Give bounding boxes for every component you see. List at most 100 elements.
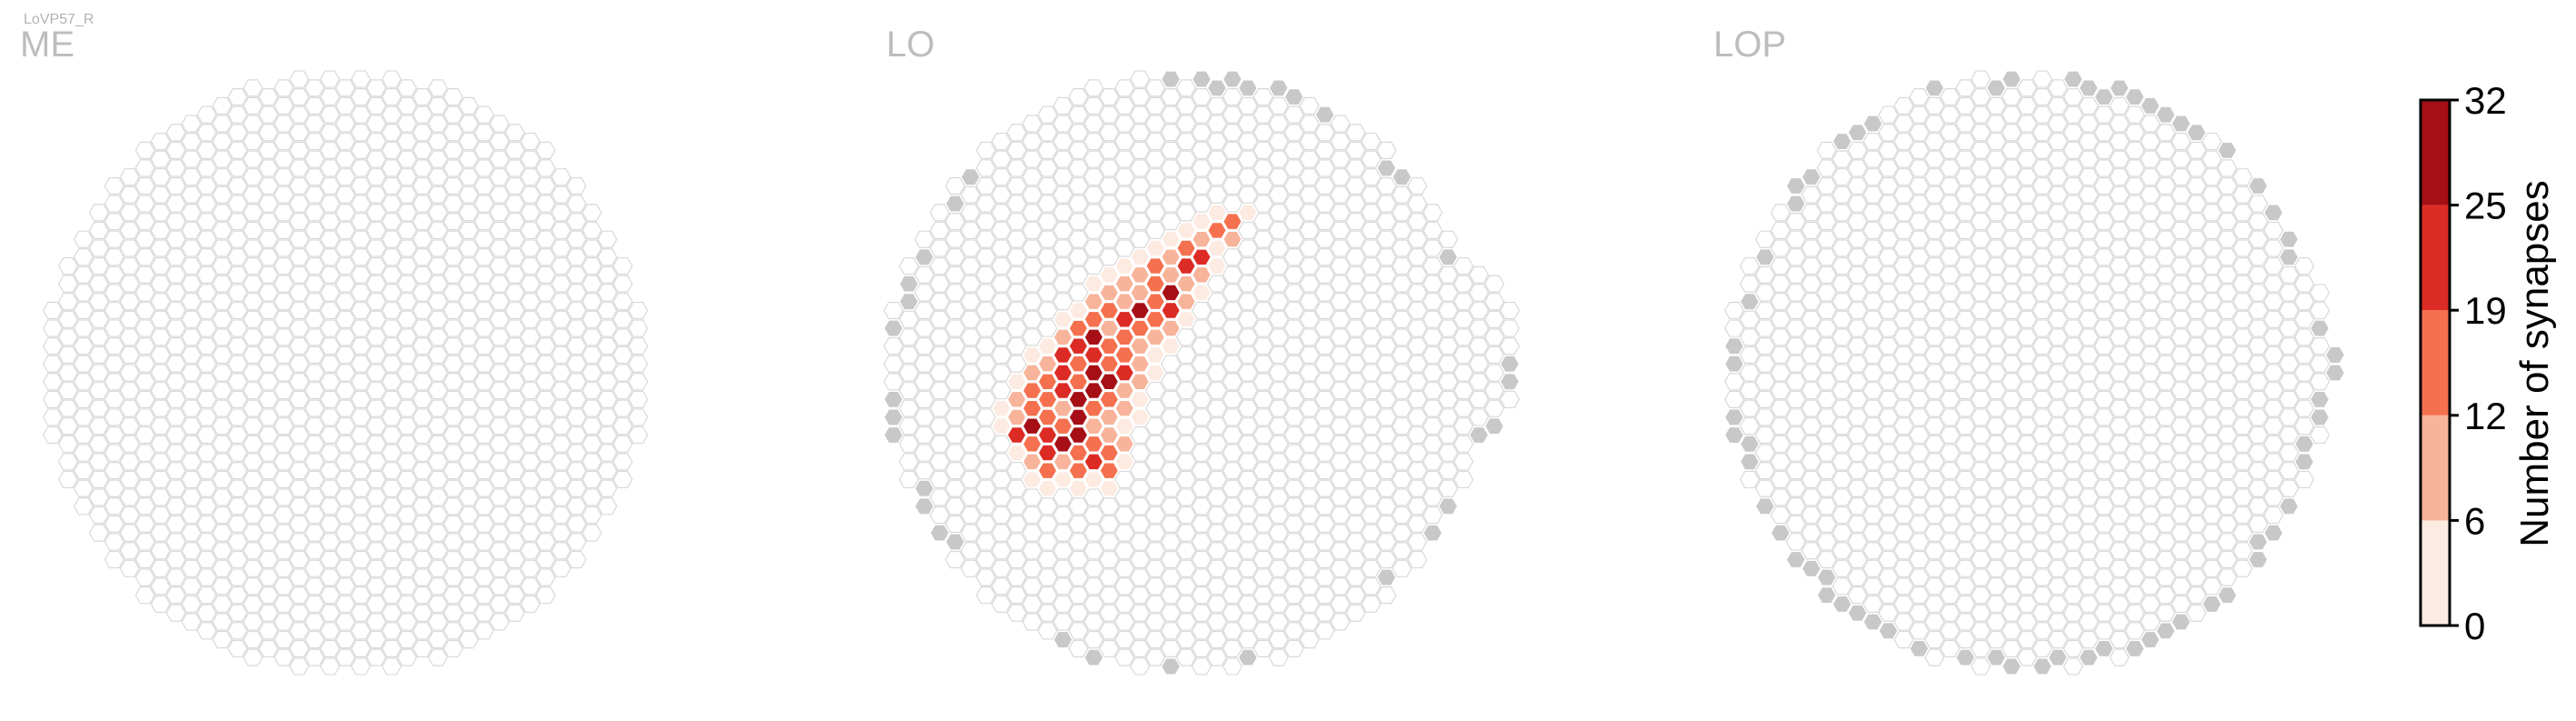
hex-cell [1175, 364, 1197, 382]
hex-cell [1206, 470, 1227, 489]
hex-cell [1893, 470, 1914, 489]
hex-cell [227, 426, 248, 445]
hex-cell-synapse [1175, 292, 1197, 311]
hex-cell [2062, 639, 2083, 657]
hex-cell [1206, 345, 1227, 365]
hex-cell [1330, 595, 1351, 614]
hex-cell [613, 453, 634, 471]
hex-cell [258, 230, 279, 248]
hex-cell [1206, 595, 1227, 614]
hex-cell [289, 159, 310, 177]
hex-cell [1268, 221, 1289, 240]
hex-cell [1832, 470, 1852, 489]
hex-cell [2093, 230, 2114, 248]
colorbar-frame [2419, 98, 2451, 627]
hex-cell [1971, 141, 1992, 159]
hex-cell [1878, 604, 1899, 622]
hex-cell [535, 586, 556, 605]
hex-cell [1878, 444, 1899, 462]
hex-cell [914, 230, 934, 248]
hex-cell [551, 470, 572, 489]
hex-cell [1832, 364, 1852, 382]
hex-cell [944, 337, 965, 355]
hex-cell [489, 328, 510, 346]
hex-cell [381, 639, 402, 657]
hex-cell [1407, 550, 1428, 569]
hex-cell [1222, 265, 1243, 284]
hex-cell [474, 533, 494, 551]
hex-cell [1253, 479, 1273, 497]
hex-cell [1801, 345, 1822, 365]
hex-cell [350, 639, 372, 657]
hex-cell [1955, 630, 1976, 649]
hex-cell [1222, 479, 1243, 497]
hex-cell [319, 284, 341, 302]
hex-cell [1330, 239, 1351, 257]
hex-cell [1971, 105, 1992, 124]
hex-cell [2248, 408, 2269, 426]
hex-cell [975, 426, 996, 445]
hex-cell [212, 364, 233, 382]
hex-cell [1862, 310, 1883, 328]
hex-cell [2016, 399, 2038, 417]
hex-cell [396, 256, 417, 275]
hex-cell [1237, 150, 1258, 168]
hex-cell [350, 301, 372, 320]
hex-cell-synapse [1006, 444, 1027, 462]
hex-cell [88, 506, 109, 525]
hex-cell [365, 115, 386, 133]
hex-cell [1986, 221, 2007, 240]
hex-cell [2001, 462, 2022, 480]
hex-cell-synapse [1068, 355, 1089, 374]
hex-cell [914, 373, 934, 391]
hex-cell-synapse [1113, 292, 1135, 311]
hex-cell [535, 373, 556, 391]
hex-cell [2171, 399, 2192, 417]
hex-cell [1237, 345, 1258, 365]
hex-cell [1314, 568, 1335, 586]
hex-cell-synapse [1144, 256, 1166, 275]
hex-cell [2217, 159, 2238, 177]
hex-cell [1407, 515, 1428, 533]
hex-cell [2186, 284, 2207, 302]
hex-cell [1191, 105, 1213, 124]
hex-cell [1940, 390, 1961, 408]
hex-cell [1330, 417, 1351, 436]
hex-cell [289, 622, 310, 640]
hex-cell [1068, 604, 1089, 622]
hex-cell [1376, 497, 1397, 516]
hex-cell [2232, 293, 2253, 311]
hex-cell-synapse [1022, 399, 1043, 417]
hex-cell [1253, 301, 1273, 320]
hex-cell [613, 435, 634, 453]
hex-cell [520, 204, 541, 222]
hex-cell [243, 630, 264, 649]
hex-cell [1940, 479, 1961, 497]
hex-cell [365, 345, 386, 365]
hex-cell [975, 176, 996, 195]
hex-cell [1130, 105, 1151, 124]
hex-cell [975, 515, 996, 533]
hex-cell [2248, 426, 2269, 445]
hex-cell [1924, 150, 1945, 168]
hex-cell [350, 284, 372, 302]
hex-cell [1314, 230, 1335, 248]
hex-cell [1130, 444, 1151, 462]
hex-cell [165, 124, 186, 142]
hex-cell [474, 301, 494, 320]
hex-cell-synapse [1022, 345, 1043, 365]
hex-cell [181, 150, 202, 168]
hex-cell [2032, 105, 2053, 124]
hex-cell [1253, 88, 1273, 106]
hex-cell [1314, 408, 1335, 426]
hex-cell-synapse [1068, 408, 1089, 426]
hex-cell-synapse [1037, 408, 1058, 426]
hex-cell [1222, 319, 1243, 337]
hex-cell-synapse [1144, 345, 1166, 365]
hex-cell [1392, 275, 1413, 293]
hex-cell [227, 88, 248, 106]
hex-cell [551, 239, 572, 257]
hex-cell [2186, 479, 2207, 497]
hex-cell [396, 453, 417, 471]
hex-cell [1816, 301, 1837, 320]
